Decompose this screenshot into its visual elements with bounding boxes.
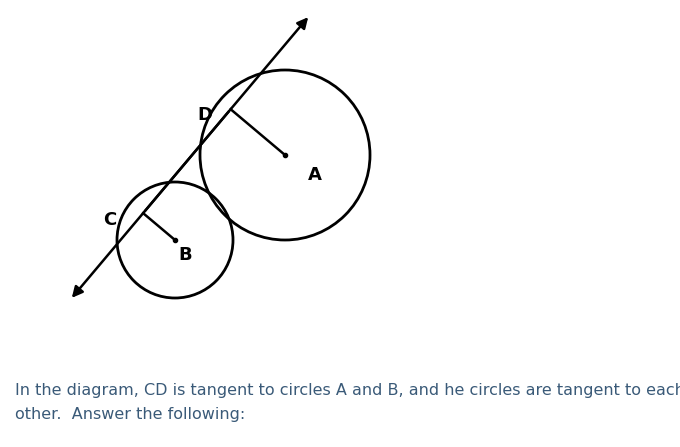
Text: In the diagram, CD is tangent to circles A and B, and he circles are tangent to : In the diagram, CD is tangent to circles… (15, 383, 680, 397)
Text: B: B (178, 246, 192, 264)
Text: D: D (197, 106, 212, 124)
Text: other.  Answer the following:: other. Answer the following: (15, 408, 245, 422)
Text: C: C (103, 211, 117, 229)
Text: A: A (308, 166, 322, 184)
